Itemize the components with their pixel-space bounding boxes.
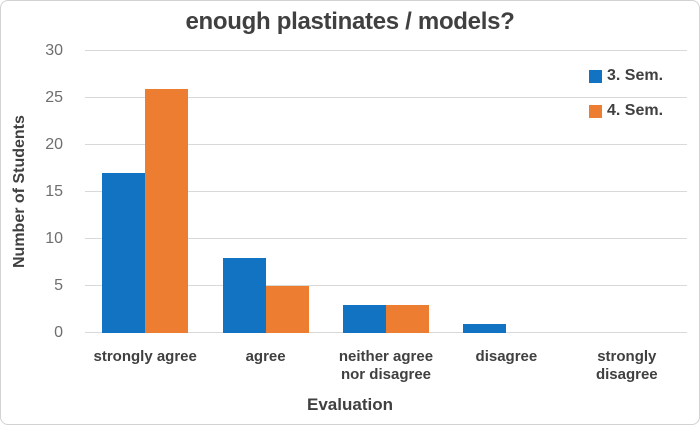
gridline-10 <box>85 238 687 239</box>
y-tick-label-25: 25 <box>45 89 63 106</box>
y-tick-label-30: 30 <box>45 42 63 59</box>
legend-label-3-sem: 3. Sem. <box>607 67 664 84</box>
gridline-20 <box>85 144 687 145</box>
category-slot-strongly-agree <box>85 51 205 333</box>
plot-area <box>85 50 687 333</box>
x-category-label-line: nor disagree <box>340 366 431 383</box>
legend: 3. Sem. 4. Sem. <box>589 67 663 137</box>
x-category-label-line: agree <box>245 348 286 365</box>
bar-3-sem-disagree <box>463 323 507 333</box>
gridline-30 <box>85 50 687 51</box>
x-category-label-line: disagree <box>475 348 538 365</box>
gridline-25 <box>85 97 687 98</box>
legend-entry-3-sem: 3. Sem. <box>589 67 663 85</box>
legend-label-4-sem: 4. Sem. <box>607 102 664 119</box>
category-slot-disagree <box>446 51 566 333</box>
bar-4-sem-neither-agree-nor-disagree <box>385 304 429 333</box>
bar-3-sem-strongly-agree <box>102 173 146 333</box>
x-category-label-line: strongly <box>597 348 657 365</box>
x-category-label-strongly-agree: strongly agree <box>85 348 205 366</box>
x-category-label-agree: agree <box>205 348 325 366</box>
bar-4-sem-strongly-agree <box>145 88 189 333</box>
x-category-label-line: strongly agree <box>93 348 197 365</box>
bar-3-sem-neither-agree-nor-disagree <box>343 304 386 333</box>
y-tick-label-15: 15 <box>45 183 63 200</box>
y-tick-label-10: 10 <box>45 230 63 247</box>
y-tick-label-0: 0 <box>54 324 63 341</box>
category-slot-neither-agree-nor-disagree <box>326 51 446 333</box>
gridline-15 <box>85 191 687 192</box>
x-category-label-strongly-disagree: strongly disagree <box>567 348 687 384</box>
gridline-5 <box>85 285 687 286</box>
y-tick-label-5: 5 <box>54 277 63 294</box>
category-slot-agree <box>205 51 325 333</box>
x-axis-title: Evaluation <box>307 395 393 414</box>
x-category-label-disagree: disagree <box>446 348 566 366</box>
legend-entry-4-sem: 4. Sem. <box>589 102 663 120</box>
x-category-label-line: neither agree <box>338 348 434 365</box>
y-tick-label-20: 20 <box>45 136 63 153</box>
bar-4-sem-agree <box>265 286 309 333</box>
legend-swatch-3-sem <box>589 69 602 83</box>
chart-title: enough plastinates / models? <box>185 8 515 35</box>
bar-3-sem-agree <box>222 257 266 333</box>
legend-swatch-4-sem <box>589 104 602 118</box>
x-category-label-neither-agree-nor-disagree: neither agree nor disagree <box>326 348 446 384</box>
x-category-label-line: disagree <box>595 366 658 383</box>
